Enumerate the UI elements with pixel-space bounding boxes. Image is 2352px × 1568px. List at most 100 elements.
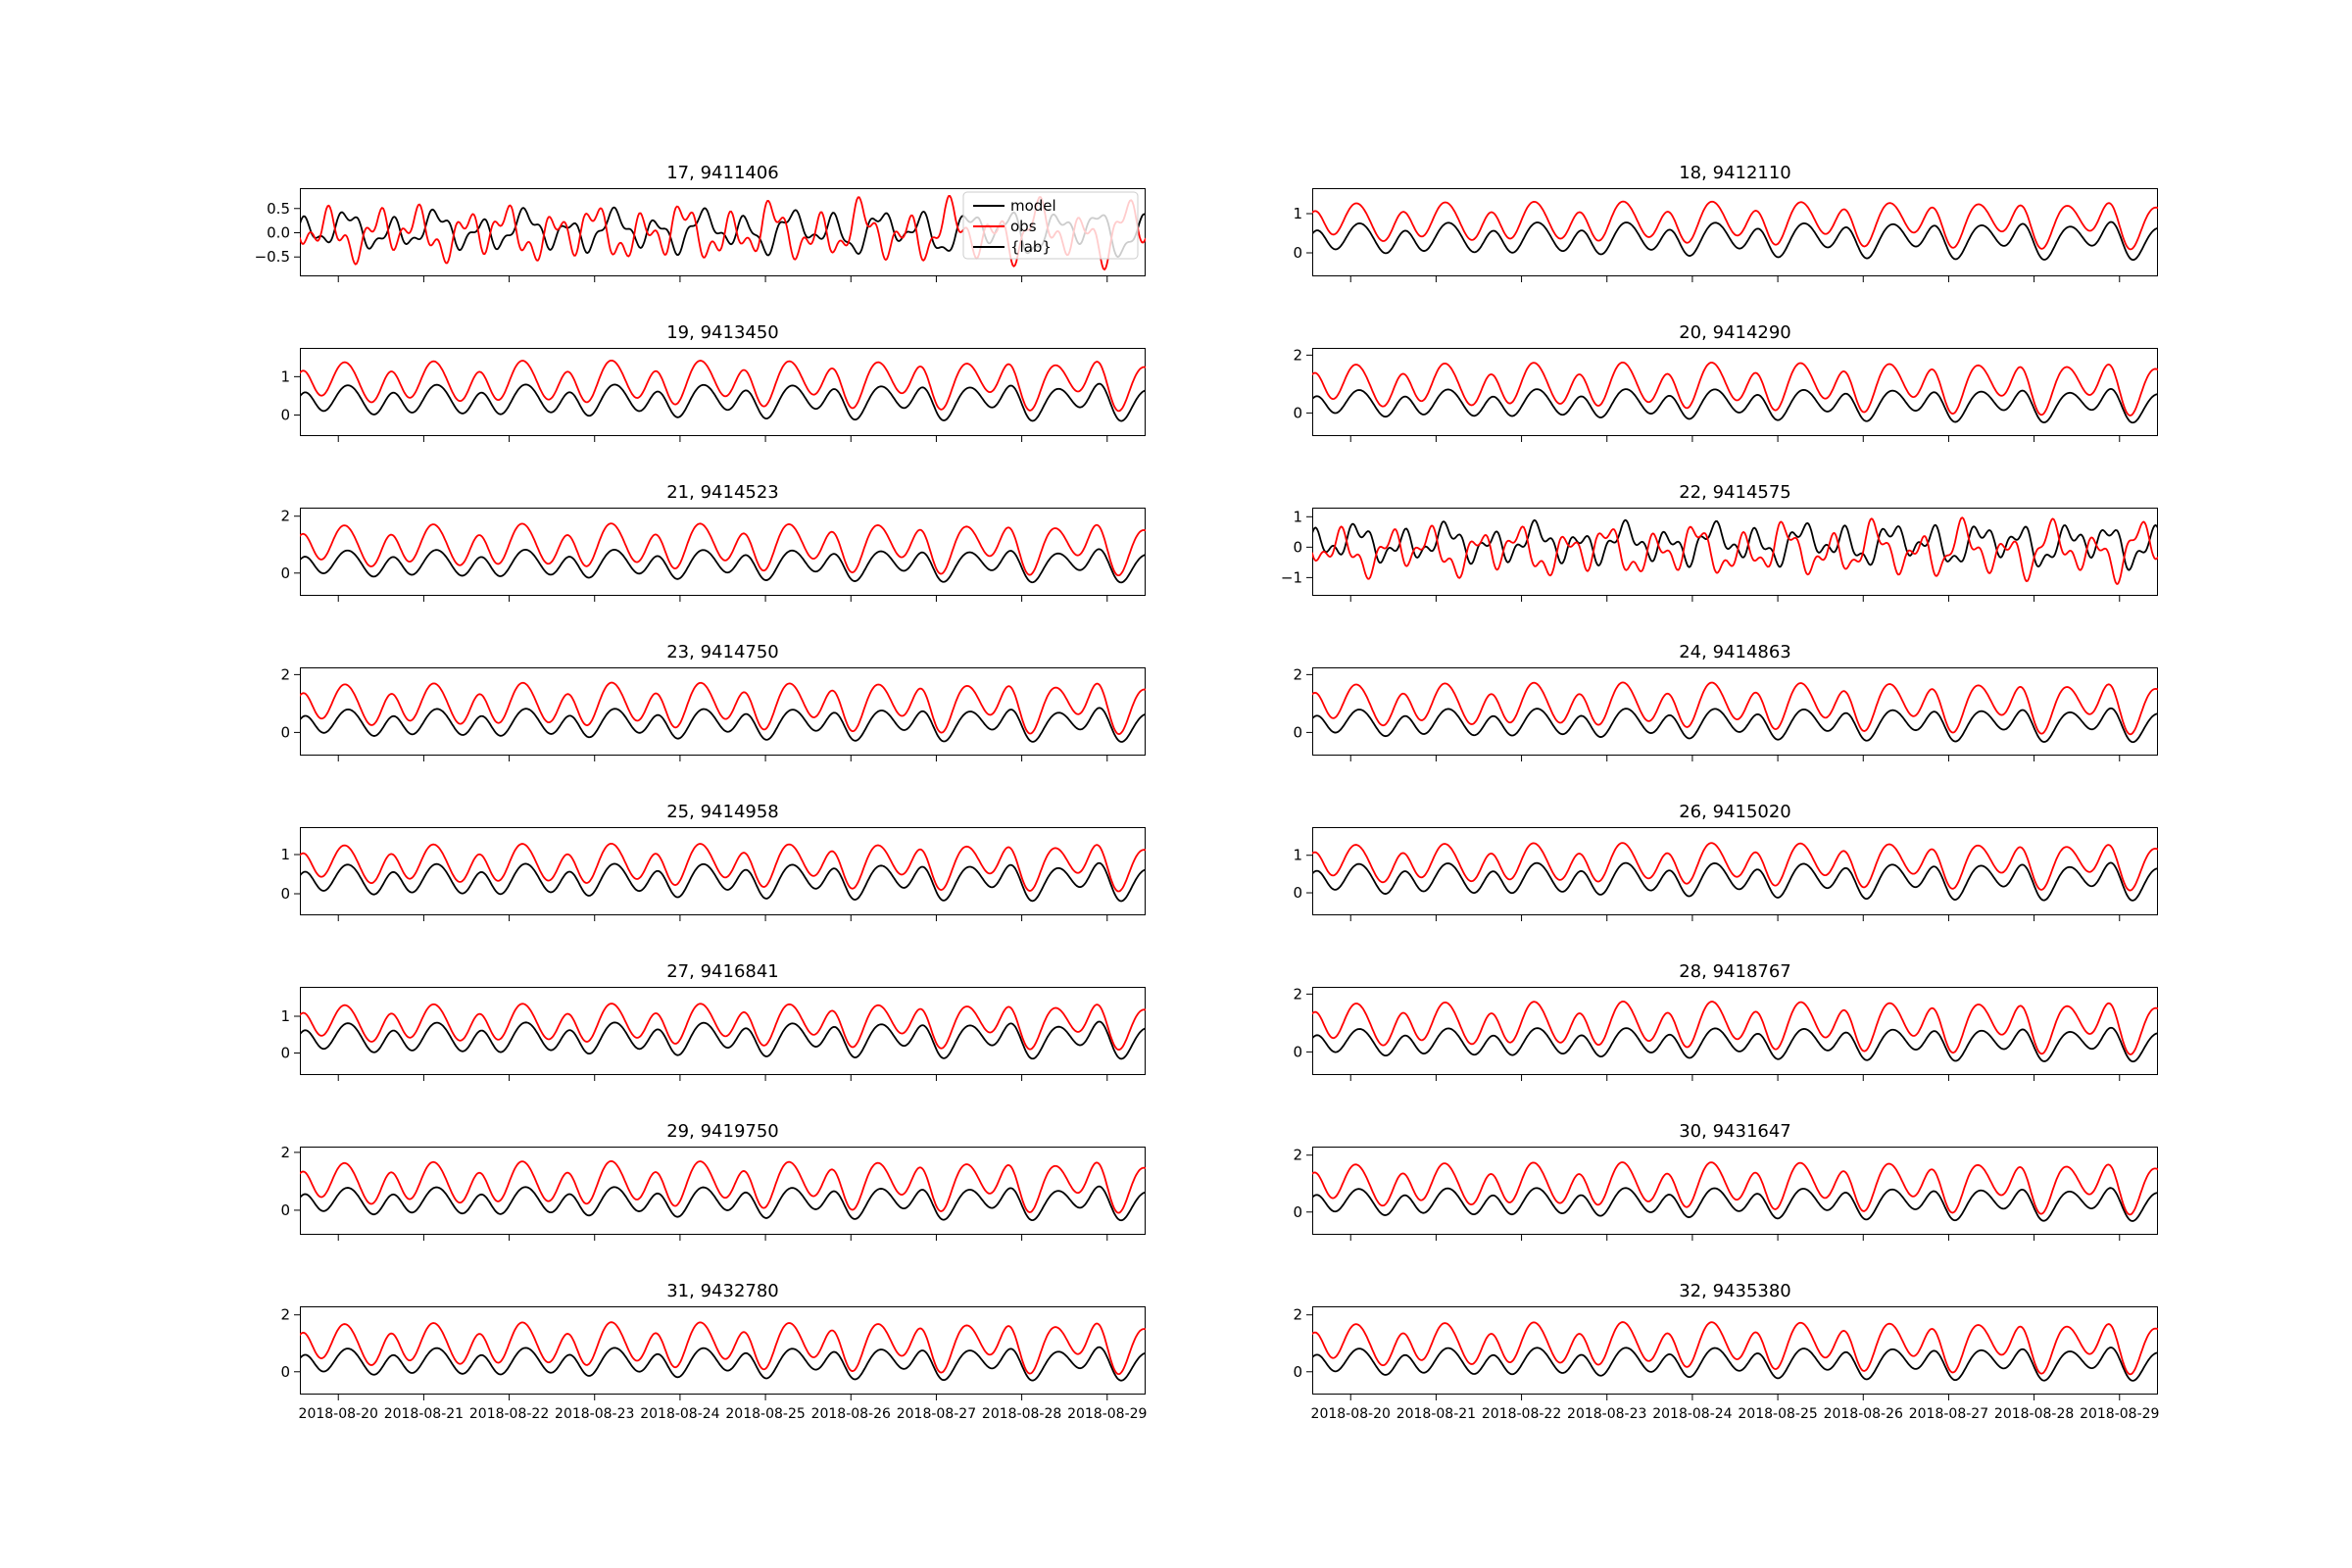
x-tick-label: 2018-08-21 bbox=[1396, 1406, 1476, 1422]
panel-title: 28, 9418767 bbox=[1679, 961, 1791, 982]
y-tick-label: 2 bbox=[1293, 346, 1302, 364]
y-tick-label: 0 bbox=[280, 1363, 290, 1381]
axes-frame bbox=[300, 348, 1146, 436]
subplot-panel-24-9414863: 24, 9414863 2 0 bbox=[1293, 642, 2158, 761]
obs-line bbox=[1312, 516, 2158, 585]
axes-frame bbox=[300, 1147, 1146, 1235]
series-group bbox=[300, 1003, 1146, 1060]
series-group bbox=[300, 1160, 1146, 1222]
model-line bbox=[1312, 518, 2158, 571]
axes-frame bbox=[1312, 827, 2158, 915]
legend-label: obs bbox=[1010, 218, 1037, 235]
y-tick-label: 2 bbox=[280, 508, 290, 525]
panel-title: 30, 9431647 bbox=[1679, 1121, 1791, 1142]
y-tick-label: 2 bbox=[280, 665, 290, 683]
x-tick-label: 2018-08-26 bbox=[1824, 1406, 1903, 1422]
series-group bbox=[1312, 1161, 2158, 1222]
y-tick-label: −1 bbox=[1281, 568, 1302, 586]
y-tick-label: 2 bbox=[1293, 1306, 1302, 1324]
panel-title: 19, 9413450 bbox=[666, 322, 779, 343]
obs-line bbox=[300, 359, 1146, 413]
y-tick-label: 0.0 bbox=[267, 223, 290, 241]
y-tick-label: 1 bbox=[280, 1007, 290, 1025]
series-group bbox=[1312, 516, 2158, 585]
model-line bbox=[300, 707, 1146, 743]
series-group bbox=[1312, 361, 2158, 424]
axes-frame bbox=[1312, 348, 2158, 436]
legend-label: model bbox=[1010, 197, 1056, 215]
obs-line bbox=[300, 522, 1146, 577]
y-tick-label: 2 bbox=[280, 1144, 290, 1161]
subplot-panel-23-9414750: 23, 9414750 2 0 bbox=[280, 642, 1146, 761]
model-line bbox=[1312, 861, 2158, 902]
x-tick-label: 2018-08-26 bbox=[811, 1406, 891, 1422]
model-line bbox=[300, 861, 1146, 903]
panel-title: 32, 9435380 bbox=[1679, 1281, 1791, 1301]
subplot-panel-26-9415020: 26, 9415020 1 0 bbox=[1293, 802, 2158, 921]
x-tick-label: 2018-08-24 bbox=[640, 1406, 719, 1422]
obs-line bbox=[300, 1003, 1146, 1052]
y-tick-label: 1 bbox=[1293, 847, 1302, 864]
panel-title: 22, 9414575 bbox=[1679, 482, 1791, 503]
panel-title: 26, 9415020 bbox=[1679, 802, 1791, 822]
subplot-panel-25-9414958: 25, 9414958 1 0 bbox=[280, 802, 1146, 921]
subplot-panel-30-9431647: 30, 9431647 2 0 bbox=[1293, 1121, 2158, 1241]
subplot-panel-17-9411406: 17, 9411406 0.5 0.0 −0.5 model obs {lab} bbox=[255, 163, 1146, 282]
model-line bbox=[300, 1020, 1146, 1060]
obs-line bbox=[1312, 842, 2158, 892]
obs-line bbox=[300, 842, 1146, 893]
x-tick-label: 2018-08-20 bbox=[299, 1406, 378, 1422]
panel-title: 29, 9419750 bbox=[666, 1121, 779, 1142]
series-group bbox=[1312, 200, 2158, 262]
y-tick-label: 1 bbox=[280, 846, 290, 863]
x-tick-label: 2018-08-21 bbox=[384, 1406, 464, 1422]
obs-line bbox=[300, 681, 1146, 735]
y-tick-label: 0 bbox=[1293, 1203, 1302, 1221]
obs-line bbox=[1312, 1161, 2158, 1216]
subplot-panel-18-9412110: 18, 9412110 1 0 bbox=[1293, 163, 2158, 282]
model-line bbox=[300, 548, 1146, 584]
x-tick-label: 2018-08-28 bbox=[1994, 1406, 2074, 1422]
panel-title: 20, 9414290 bbox=[1679, 322, 1791, 343]
series-group bbox=[300, 522, 1146, 584]
model-line bbox=[1312, 220, 2158, 262]
y-tick-label: 0 bbox=[280, 1201, 290, 1219]
y-tick-label: 0 bbox=[1293, 1363, 1302, 1381]
x-tick-label: 2018-08-27 bbox=[897, 1406, 976, 1422]
axes-frame bbox=[300, 827, 1146, 915]
y-tick-label: 0 bbox=[280, 1045, 290, 1062]
series-group bbox=[300, 842, 1146, 903]
model-line bbox=[300, 1185, 1146, 1222]
axes-frame bbox=[300, 188, 1146, 276]
y-tick-label: 2 bbox=[1293, 1147, 1302, 1164]
obs-line bbox=[300, 1321, 1146, 1376]
obs-line bbox=[1312, 361, 2158, 416]
axes-frame bbox=[300, 987, 1146, 1075]
panel-title: 18, 9412110 bbox=[1679, 163, 1791, 183]
x-tick-label: 2018-08-25 bbox=[725, 1406, 805, 1422]
y-tick-label: −0.5 bbox=[255, 248, 290, 266]
obs-line bbox=[1312, 1321, 2158, 1376]
axes-frame bbox=[1312, 1306, 2158, 1395]
model-line bbox=[1312, 387, 2158, 424]
x-tick-label: 2018-08-23 bbox=[1567, 1406, 1646, 1422]
subplot-panel-31-9432780: 31, 9432780 2 0 2018-08-20 2018-08-21 2018-08… bbox=[280, 1281, 1147, 1422]
y-tick-label: 0 bbox=[1293, 538, 1302, 556]
panel-title: 25, 9414958 bbox=[666, 802, 779, 822]
series-group bbox=[1312, 842, 2158, 902]
model-line bbox=[300, 382, 1146, 422]
axes-frame bbox=[1312, 987, 2158, 1075]
subplot-panel-28-9418767: 28, 9418767 2 0 bbox=[1293, 961, 2158, 1081]
panel-title: 21, 9414523 bbox=[666, 482, 779, 503]
y-tick-label: 0.5 bbox=[267, 200, 290, 218]
y-tick-label: 0 bbox=[1293, 1043, 1302, 1060]
panel-title: 31, 9432780 bbox=[666, 1281, 779, 1301]
obs-line bbox=[1312, 1001, 2158, 1055]
obs-line bbox=[1312, 681, 2158, 736]
y-tick-label: 0 bbox=[1293, 884, 1302, 902]
y-tick-label: 2 bbox=[1293, 665, 1302, 683]
axes-frame bbox=[300, 1306, 1146, 1395]
model-line bbox=[1312, 1187, 2158, 1222]
panel-title: 27, 9416841 bbox=[666, 961, 779, 982]
model-line bbox=[1312, 1026, 2158, 1063]
